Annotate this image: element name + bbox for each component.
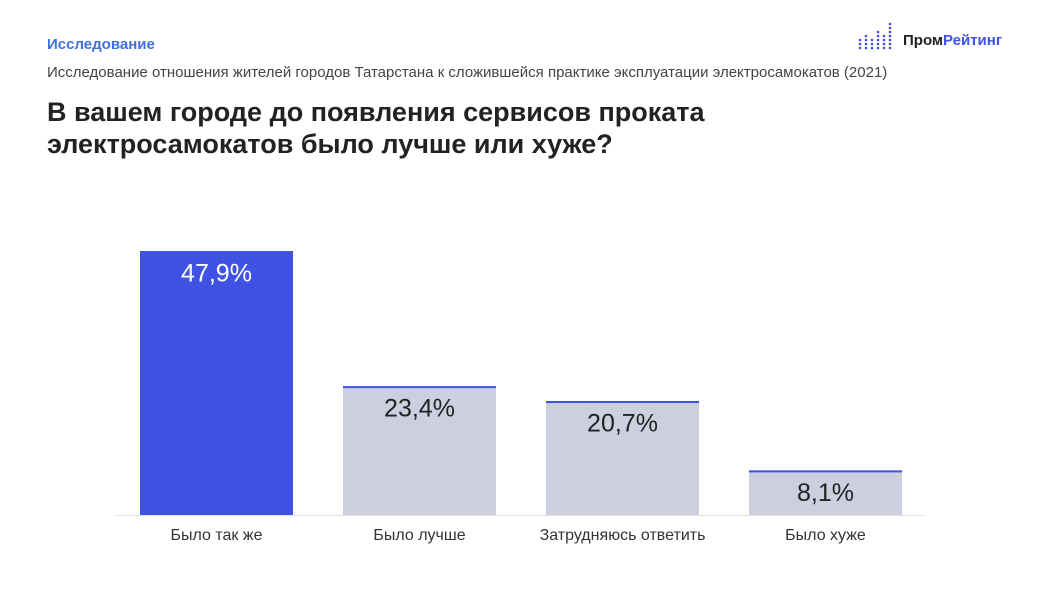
logo-part: Пром (903, 32, 943, 49)
bar (749, 470, 902, 515)
x-tick-label: Было хуже (785, 527, 866, 544)
x-tick-label: Было так же (171, 527, 263, 544)
value-label: 8,1% (797, 479, 854, 507)
bar (546, 400, 699, 515)
section-label: Исследование (47, 36, 155, 53)
logo-text: ПромРейтинг (903, 32, 1002, 49)
value-label: 47,9% (181, 260, 252, 288)
value-label: 20,7% (587, 410, 658, 438)
value-label: 23,4% (384, 395, 455, 423)
bar (343, 386, 496, 515)
logo-part: Рейтинг (943, 32, 1002, 49)
logo-icon (858, 22, 892, 50)
subtitle: Исследование отношения жителей городов Т… (47, 64, 887, 81)
x-tick-label: Было лучше (373, 527, 465, 544)
bar (140, 251, 293, 516)
chart-title: В вашем городе до появления сервисов про… (47, 97, 705, 159)
x-tick-label: Затрудняюсь ответить (540, 527, 706, 544)
